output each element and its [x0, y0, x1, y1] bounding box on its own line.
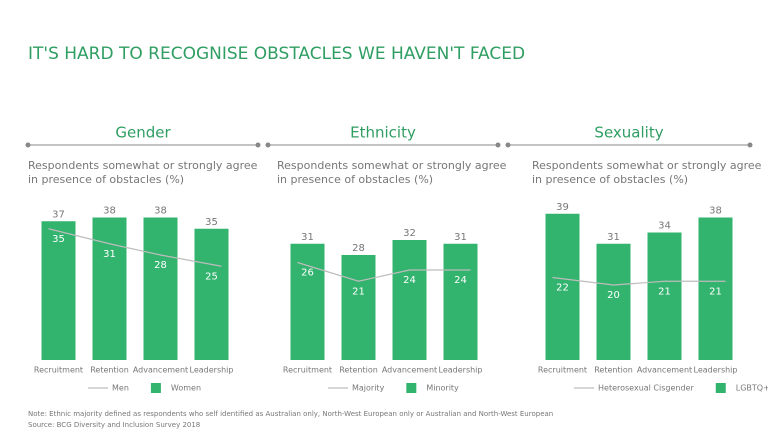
panel-title: Sexuality — [594, 124, 663, 142]
value-label: 34 — [658, 221, 671, 232]
page-title: IT'S HARD TO RECOGNISE OBSTACLES WE HAVE… — [28, 44, 525, 64]
bar — [698, 217, 733, 360]
x-tick-label: Recruitment — [283, 366, 332, 375]
x-tick-label: Leadership — [190, 366, 234, 375]
value-label: 31 — [103, 249, 116, 260]
legend-label: Heterosexual Cisgender — [598, 384, 694, 393]
x-tick-label: Recruitment — [538, 366, 587, 375]
subtitle: Respondents somewhat or strongly agree — [28, 159, 258, 172]
legend-label: Minority — [426, 384, 459, 393]
line — [552, 276, 726, 286]
x-tick-label: Advancement — [133, 366, 188, 375]
subtitle: in presence of obstacles (%) — [277, 173, 433, 186]
x-tick-label: Advancement — [382, 366, 437, 375]
value-label: 38 — [103, 206, 116, 217]
bar — [647, 232, 682, 360]
legend-label: Women — [171, 384, 201, 393]
value-label: 28 — [352, 243, 365, 254]
bar — [443, 243, 478, 360]
value-label: 21 — [709, 286, 722, 297]
subtitle: in presence of obstacles (%) — [28, 173, 184, 186]
value-label: 35 — [205, 217, 218, 228]
panel-title: Gender — [115, 124, 171, 142]
value-label: 31 — [454, 232, 467, 243]
legend-swatch — [406, 383, 417, 393]
value-label: 35 — [52, 234, 65, 245]
bar — [341, 255, 376, 360]
divider-dot — [25, 142, 31, 148]
legend-label: Men — [112, 384, 129, 393]
x-tick-label: Retention — [339, 366, 378, 375]
value-label: 24 — [454, 275, 467, 286]
bar — [392, 240, 427, 360]
value-label: 20 — [607, 290, 620, 301]
legend-swatch — [715, 383, 726, 393]
value-label: 21 — [658, 286, 671, 297]
divider-dot — [255, 142, 261, 148]
subtitle: in presence of obstacles (%) — [532, 173, 688, 186]
x-tick-label: Leadership — [439, 366, 483, 375]
legend-label: Majority — [352, 384, 385, 393]
value-label: 37 — [52, 209, 65, 220]
subtitle: Respondents somewhat or strongly agree — [532, 159, 762, 172]
value-label: 21 — [352, 286, 365, 297]
bar — [41, 221, 76, 360]
divider-dot — [265, 142, 271, 148]
bar — [92, 217, 127, 360]
bar — [290, 243, 325, 360]
x-tick-label: Leadership — [694, 366, 738, 375]
line — [48, 228, 222, 267]
line — [297, 261, 471, 282]
divider-dot — [747, 142, 753, 148]
x-tick-label: Advancement — [637, 366, 692, 375]
value-label: 31 — [607, 232, 620, 243]
value-label: 26 — [301, 268, 314, 279]
value-label: 28 — [154, 260, 167, 271]
legend-swatch — [150, 383, 161, 393]
x-tick-label: Recruitment — [34, 366, 83, 375]
value-label: 32 — [403, 228, 416, 239]
divider-dot — [505, 142, 511, 148]
bar — [194, 228, 229, 360]
note: Note: Ethnic majority defined as respond… — [28, 410, 553, 418]
value-label: 39 — [556, 202, 569, 213]
value-label: 24 — [403, 275, 416, 286]
x-tick-label: Retention — [90, 366, 129, 375]
value-label: 31 — [301, 232, 314, 243]
x-tick-label: Retention — [594, 366, 633, 375]
divider-dot — [495, 142, 501, 148]
value-label: 38 — [709, 206, 722, 217]
panel-title: Ethnicity — [350, 124, 416, 142]
bar — [143, 217, 178, 360]
legend-label: LGBTQ+ — [736, 384, 768, 393]
value-label: 38 — [154, 206, 167, 217]
source: Source: BCG Diversity and Inclusion Surv… — [28, 421, 200, 429]
bar — [545, 213, 580, 360]
value-label: 22 — [556, 283, 569, 294]
value-label: 25 — [205, 271, 218, 282]
subtitle: Respondents somewhat or strongly agree — [277, 159, 507, 172]
bar — [596, 243, 631, 360]
